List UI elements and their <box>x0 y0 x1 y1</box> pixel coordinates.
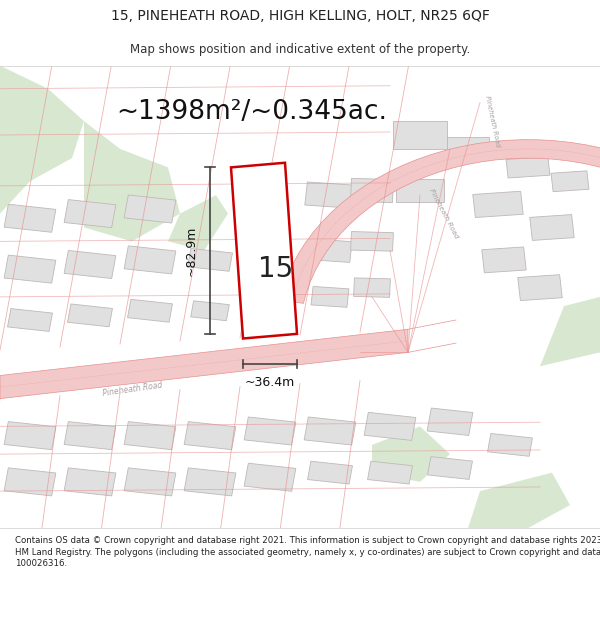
Polygon shape <box>447 138 489 161</box>
Polygon shape <box>280 139 600 303</box>
Polygon shape <box>244 417 296 445</box>
Polygon shape <box>518 275 562 301</box>
Polygon shape <box>353 278 391 298</box>
Polygon shape <box>0 329 408 399</box>
Polygon shape <box>488 434 532 456</box>
Polygon shape <box>188 249 232 271</box>
Polygon shape <box>64 468 116 496</box>
Polygon shape <box>396 179 444 202</box>
Polygon shape <box>191 301 229 321</box>
Polygon shape <box>311 286 349 308</box>
Polygon shape <box>551 171 589 192</box>
Text: Pineheath Road: Pineheath Road <box>428 188 460 239</box>
Polygon shape <box>308 239 352 262</box>
Polygon shape <box>350 178 394 202</box>
Polygon shape <box>64 251 116 279</box>
Polygon shape <box>473 191 523 218</box>
Text: Map shows position and indicative extent of the property.: Map shows position and indicative extent… <box>130 42 470 56</box>
Polygon shape <box>4 204 56 232</box>
Polygon shape <box>350 232 394 251</box>
Polygon shape <box>468 472 570 528</box>
Polygon shape <box>368 461 412 484</box>
Text: Pineheath Road: Pineheath Road <box>484 95 500 148</box>
Polygon shape <box>231 162 297 339</box>
Polygon shape <box>364 412 416 441</box>
Polygon shape <box>427 408 473 436</box>
Text: ~82.9m: ~82.9m <box>185 226 198 276</box>
Polygon shape <box>530 214 574 241</box>
Polygon shape <box>308 461 352 484</box>
Polygon shape <box>128 299 172 322</box>
Text: ~36.4m: ~36.4m <box>245 376 295 389</box>
Polygon shape <box>4 468 56 496</box>
Polygon shape <box>184 422 236 449</box>
Polygon shape <box>506 157 550 178</box>
Polygon shape <box>124 422 176 449</box>
Polygon shape <box>305 182 355 208</box>
Polygon shape <box>64 422 116 449</box>
Polygon shape <box>4 255 56 283</box>
Polygon shape <box>8 309 52 331</box>
Text: ~1398m²/~0.345ac.: ~1398m²/~0.345ac. <box>116 99 388 125</box>
Polygon shape <box>68 304 112 327</box>
Text: 15: 15 <box>259 255 293 283</box>
Polygon shape <box>64 199 116 228</box>
Polygon shape <box>393 121 447 149</box>
Polygon shape <box>4 422 56 449</box>
Polygon shape <box>372 426 450 482</box>
Polygon shape <box>184 468 236 496</box>
Polygon shape <box>84 121 180 241</box>
Text: Contains OS data © Crown copyright and database right 2021. This information is : Contains OS data © Crown copyright and d… <box>15 536 600 569</box>
Polygon shape <box>168 195 228 251</box>
Polygon shape <box>540 297 600 366</box>
Polygon shape <box>124 246 176 274</box>
Polygon shape <box>124 468 176 496</box>
Polygon shape <box>428 457 472 479</box>
Polygon shape <box>482 247 526 272</box>
Text: Pineheath Road: Pineheath Road <box>101 381 163 398</box>
Polygon shape <box>244 463 296 491</box>
Polygon shape <box>124 195 176 223</box>
Text: 15, PINEHEATH ROAD, HIGH KELLING, HOLT, NR25 6QF: 15, PINEHEATH ROAD, HIGH KELLING, HOLT, … <box>110 9 490 23</box>
Polygon shape <box>304 417 356 445</box>
Polygon shape <box>0 66 84 214</box>
